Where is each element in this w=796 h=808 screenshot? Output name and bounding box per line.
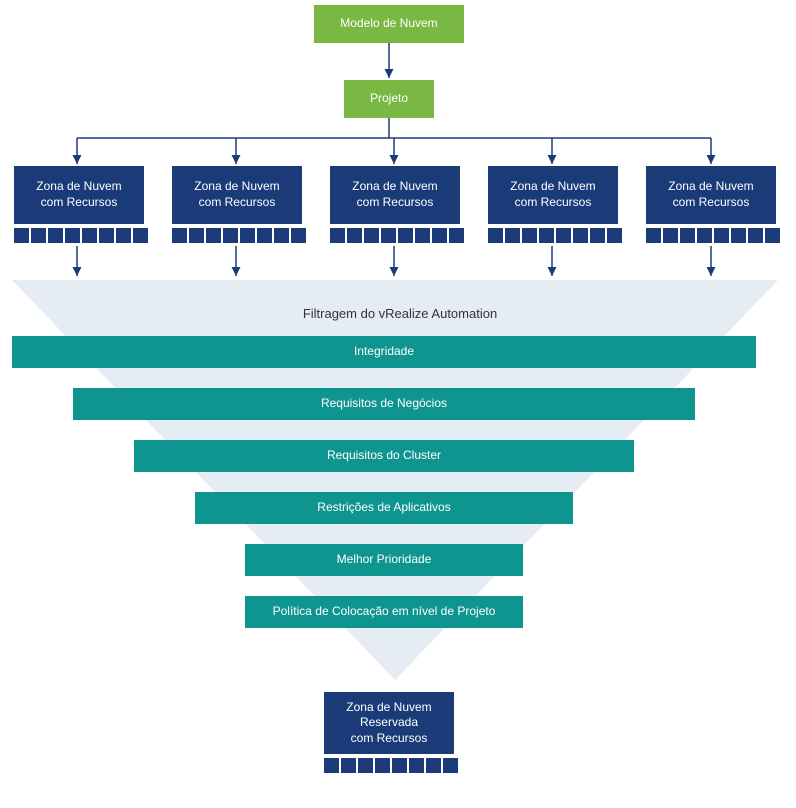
resource-square <box>522 228 537 243</box>
resource-square <box>223 228 238 243</box>
resource-square <box>341 758 356 773</box>
resource-square <box>714 228 729 243</box>
resource-square <box>358 758 373 773</box>
zone-box-2: Zona de Nuvemcom Recursos <box>172 166 302 224</box>
model-box: Modelo de Nuvem <box>314 5 464 43</box>
resource-square <box>116 228 131 243</box>
resource-square <box>392 758 407 773</box>
resource-square <box>590 228 605 243</box>
funnel-label: Filtragem do vRealize Automation <box>270 306 530 321</box>
resource-square <box>375 758 390 773</box>
resource-square <box>206 228 221 243</box>
resource-square <box>31 228 46 243</box>
zone-squares-1 <box>14 228 148 243</box>
resource-square <box>663 228 678 243</box>
zone-squares-4 <box>488 228 622 243</box>
resource-square <box>646 228 661 243</box>
resource-square <box>449 228 464 243</box>
funnel-bar-4: Restrições de Aplicativos <box>195 492 573 524</box>
resource-square <box>48 228 63 243</box>
resource-square <box>330 228 345 243</box>
resource-square <box>748 228 763 243</box>
resource-square <box>274 228 289 243</box>
zone-box-4: Zona de Nuvemcom Recursos <box>488 166 618 224</box>
resource-square <box>765 228 780 243</box>
result-box: Zona de Nuvem Reservada com Recursos <box>324 692 454 754</box>
resource-square <box>539 228 554 243</box>
resource-square <box>488 228 503 243</box>
funnel-bar-2: Requisitos de Negócios <box>73 388 695 420</box>
funnel-bar-6: Política de Colocação em nível de Projet… <box>245 596 523 628</box>
resource-square <box>556 228 571 243</box>
resource-square <box>432 228 447 243</box>
resource-square <box>426 758 441 773</box>
zone-box-5: Zona de Nuvemcom Recursos <box>646 166 776 224</box>
resource-square <box>364 228 379 243</box>
resource-square <box>291 228 306 243</box>
resource-square <box>443 758 458 773</box>
resource-square <box>257 228 272 243</box>
resource-square <box>381 228 396 243</box>
resource-square <box>133 228 148 243</box>
resource-square <box>697 228 712 243</box>
resource-square <box>347 228 362 243</box>
project-box: Projeto <box>344 80 434 118</box>
zone-squares-2 <box>172 228 306 243</box>
funnel-bar-1: Integridade <box>12 336 756 368</box>
resource-square <box>505 228 520 243</box>
resource-square <box>324 758 339 773</box>
resource-square <box>99 228 114 243</box>
resource-square <box>573 228 588 243</box>
model-label: Modelo de Nuvem <box>340 16 437 32</box>
resource-square <box>398 228 413 243</box>
resource-square <box>65 228 80 243</box>
project-label: Projeto <box>370 91 408 107</box>
funnel-bar-3: Requisitos do Cluster <box>134 440 634 472</box>
resource-square <box>409 758 424 773</box>
resource-square <box>14 228 29 243</box>
zone-squares-3 <box>330 228 464 243</box>
resource-square <box>731 228 746 243</box>
zone-box-3: Zona de Nuvemcom Recursos <box>330 166 460 224</box>
resource-square <box>189 228 204 243</box>
funnel-bar-5: Melhor Prioridade <box>245 544 523 576</box>
zone-box-1: Zona de Nuvemcom Recursos <box>14 166 144 224</box>
resource-square <box>607 228 622 243</box>
resource-square <box>240 228 255 243</box>
result-squares <box>324 758 458 773</box>
resource-square <box>415 228 430 243</box>
resource-square <box>680 228 695 243</box>
resource-square <box>82 228 97 243</box>
zone-squares-5 <box>646 228 780 243</box>
resource-square <box>172 228 187 243</box>
